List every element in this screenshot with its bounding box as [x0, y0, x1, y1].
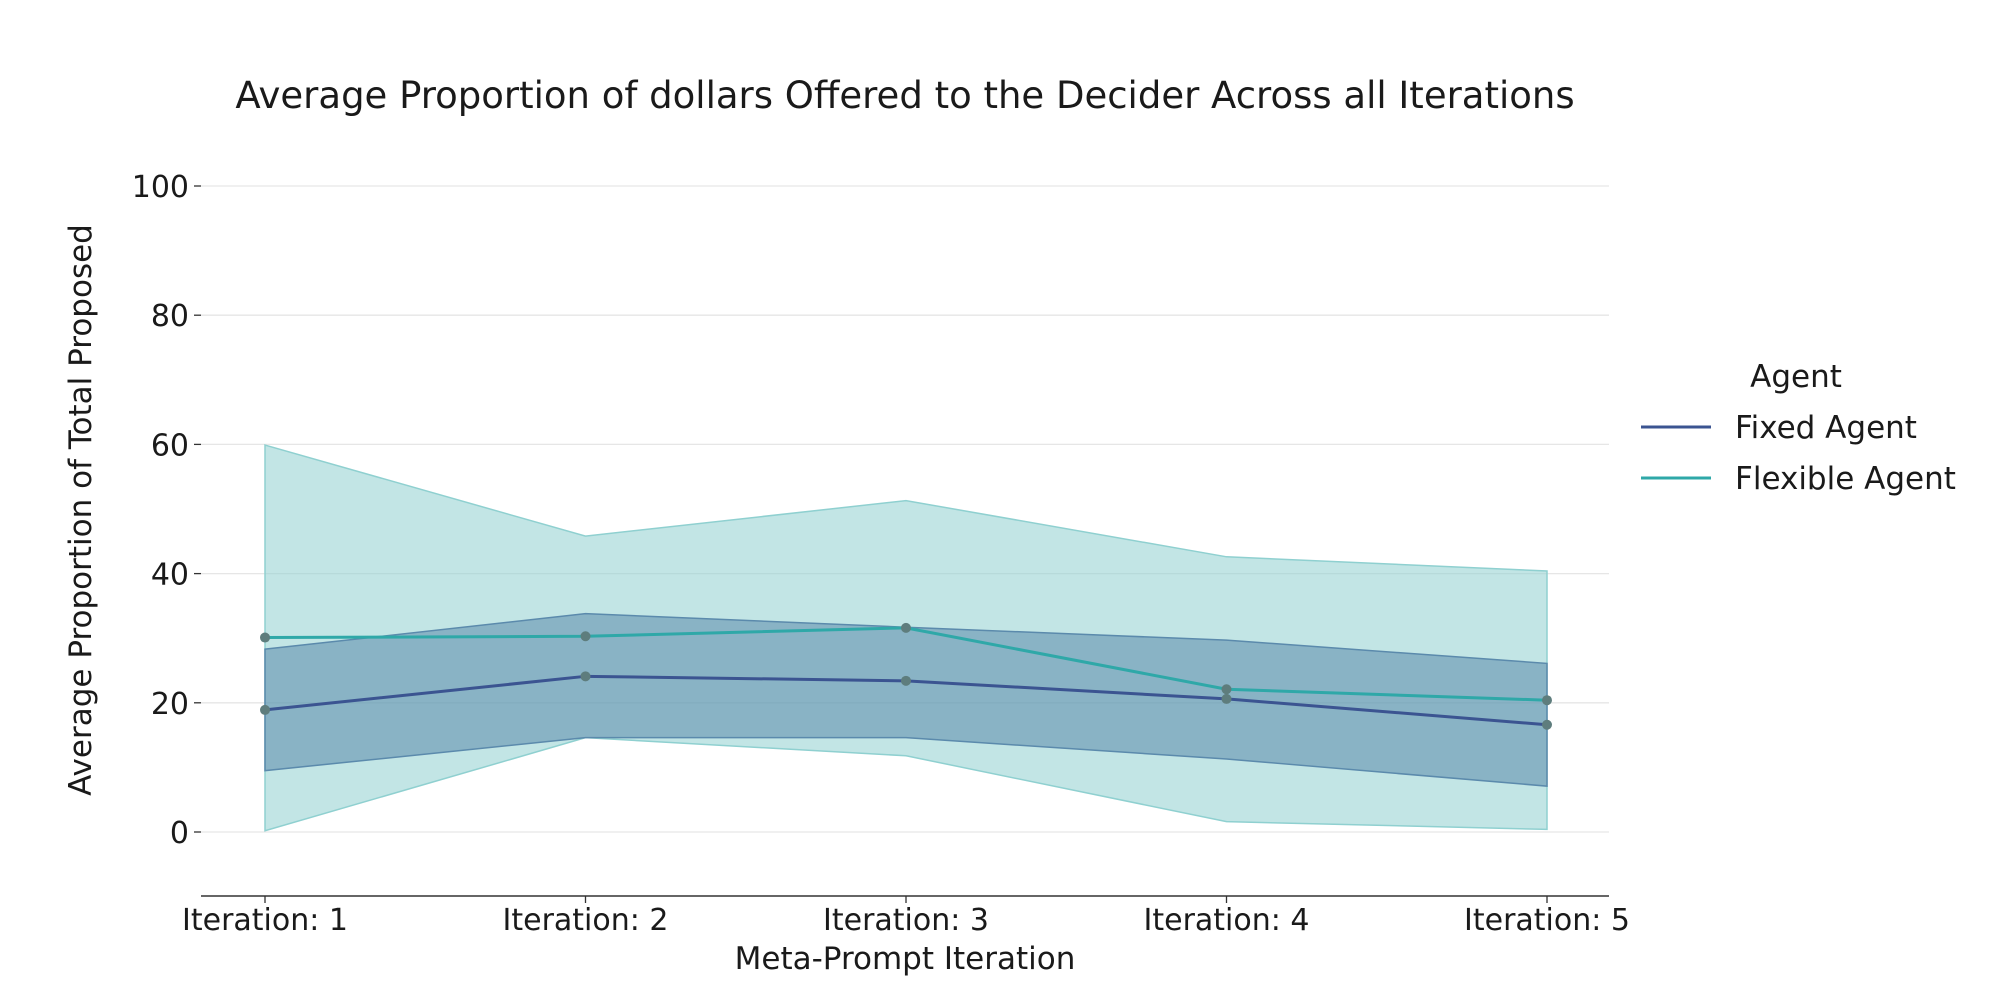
data-point [260, 704, 270, 715]
x-tick-label: Iteration: 5 [1464, 903, 1630, 938]
y-tick-label: 20 [151, 687, 189, 722]
data-point [580, 671, 591, 682]
data-point [1542, 719, 1552, 730]
y-axis: 0 20 40 60 80 100 [132, 170, 201, 851]
x-tick-label: Iteration: 2 [503, 903, 669, 938]
legend-label: Flexible Agent [1735, 461, 1956, 497]
y-tick-label: 60 [151, 428, 189, 463]
legend: Agent Fixed Agent Flexible Agent [1641, 359, 1956, 497]
y-tick-label: 100 [132, 170, 189, 205]
y-axis-label: Average Proportion of Total Proposed [63, 224, 99, 796]
data-point [260, 632, 270, 643]
y-tick-label: 40 [151, 558, 189, 593]
data-point [580, 631, 591, 642]
data-point [1221, 684, 1232, 695]
y-tick-label: 80 [151, 299, 189, 334]
y-tick-label: 0 [170, 816, 189, 851]
chart-title: Average Proportion of dollars Offered to… [235, 74, 1574, 117]
data-point [901, 622, 911, 633]
confidence-band [264, 612, 1548, 787]
data-point [1221, 693, 1232, 704]
confidence-bands [264, 444, 1548, 832]
x-tick-label: Iteration: 4 [1144, 903, 1310, 938]
x-tick-label: Iteration: 3 [823, 903, 989, 938]
data-point [1542, 695, 1552, 706]
legend-title: Agent [1750, 359, 1842, 395]
series-points [260, 622, 1552, 730]
legend-label: Fixed Agent [1735, 410, 1917, 446]
data-point [901, 675, 911, 686]
x-axis-label: Meta-Prompt Iteration [735, 941, 1076, 977]
x-tick-label: Iteration: 1 [182, 903, 348, 938]
x-axis: Iteration: 1 Iteration: 2 Iteration: 3 Iter… [182, 895, 1630, 938]
